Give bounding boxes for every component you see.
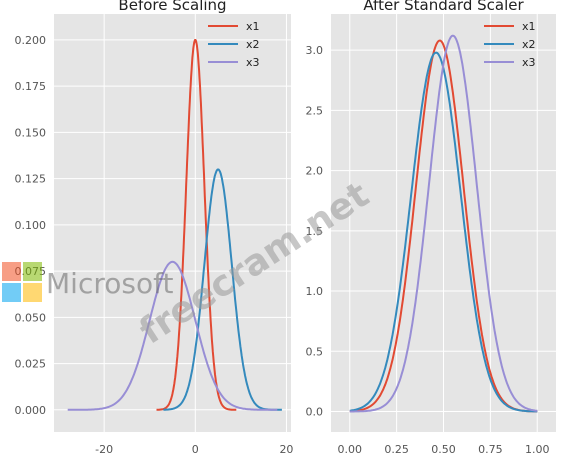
logo-tile-red	[2, 262, 21, 281]
legend-label-x2: x2	[246, 38, 260, 51]
watermark-brand: Microsoft	[46, 267, 173, 300]
legend-label-x1: x1	[246, 20, 260, 33]
x-tick-label: 0.25	[384, 443, 409, 456]
logo-tile-blue	[2, 283, 21, 302]
logo-tile-yellow	[23, 283, 42, 302]
y-tick-label: 0.150	[15, 126, 47, 139]
y-tick-label: 0.0	[306, 406, 324, 419]
y-tick-label: 2.0	[306, 165, 324, 178]
x-tick-label: 20	[279, 443, 293, 456]
y-tick-label: 1.0	[306, 285, 324, 298]
legend-label-x2: x2	[522, 38, 536, 51]
y-tick-label: 0.5	[306, 345, 324, 358]
y-tick-label: 3.0	[306, 44, 324, 57]
y-tick-label: 0.025	[15, 358, 47, 371]
x-tick-label: 0.00	[338, 443, 363, 456]
after-scaling-panel: 0.0 0.5 1.0 1.5 2.0 2.5 3.0 0.00 0.25 0.50 0.75 1.0…	[306, 0, 556, 456]
legend-label-x1: x1	[522, 20, 536, 33]
y-tick-label: 1.5	[306, 225, 324, 238]
logo-tile-green	[23, 262, 42, 281]
y-tick-label: 0.175	[15, 80, 47, 93]
x-tick-label: 1.00	[525, 443, 550, 456]
y-tick-label: 0.125	[15, 173, 47, 186]
before-scaling-panel: 0.0000.0250.0500.0750.1000.1250.1500.175…	[15, 0, 294, 456]
series-line-x1	[156, 39, 237, 411]
legend-label-x3: x3	[246, 56, 260, 69]
legend-label-x3: x3	[522, 56, 536, 69]
chart-title: Before Scaling	[118, 0, 226, 14]
plot-area	[54, 14, 291, 432]
x-tick-label: 0	[192, 443, 199, 456]
series-line-x3	[67, 260, 278, 411]
y-tick-label: 0.200	[15, 34, 47, 47]
x-tick-label: 0.50	[431, 443, 456, 456]
series-line-x2	[163, 168, 282, 411]
x-tick-label: -20	[95, 443, 113, 456]
y-tick-label: 0.050	[15, 311, 47, 324]
y-tick-label: 2.5	[306, 104, 324, 117]
y-tick-label: 0.100	[15, 219, 47, 232]
y-tick-label: 0.000	[15, 404, 47, 417]
chart-title: After Standard Scaler	[363, 0, 524, 14]
series-line-x3	[349, 34, 538, 413]
x-tick-label: 0.75	[478, 443, 503, 456]
